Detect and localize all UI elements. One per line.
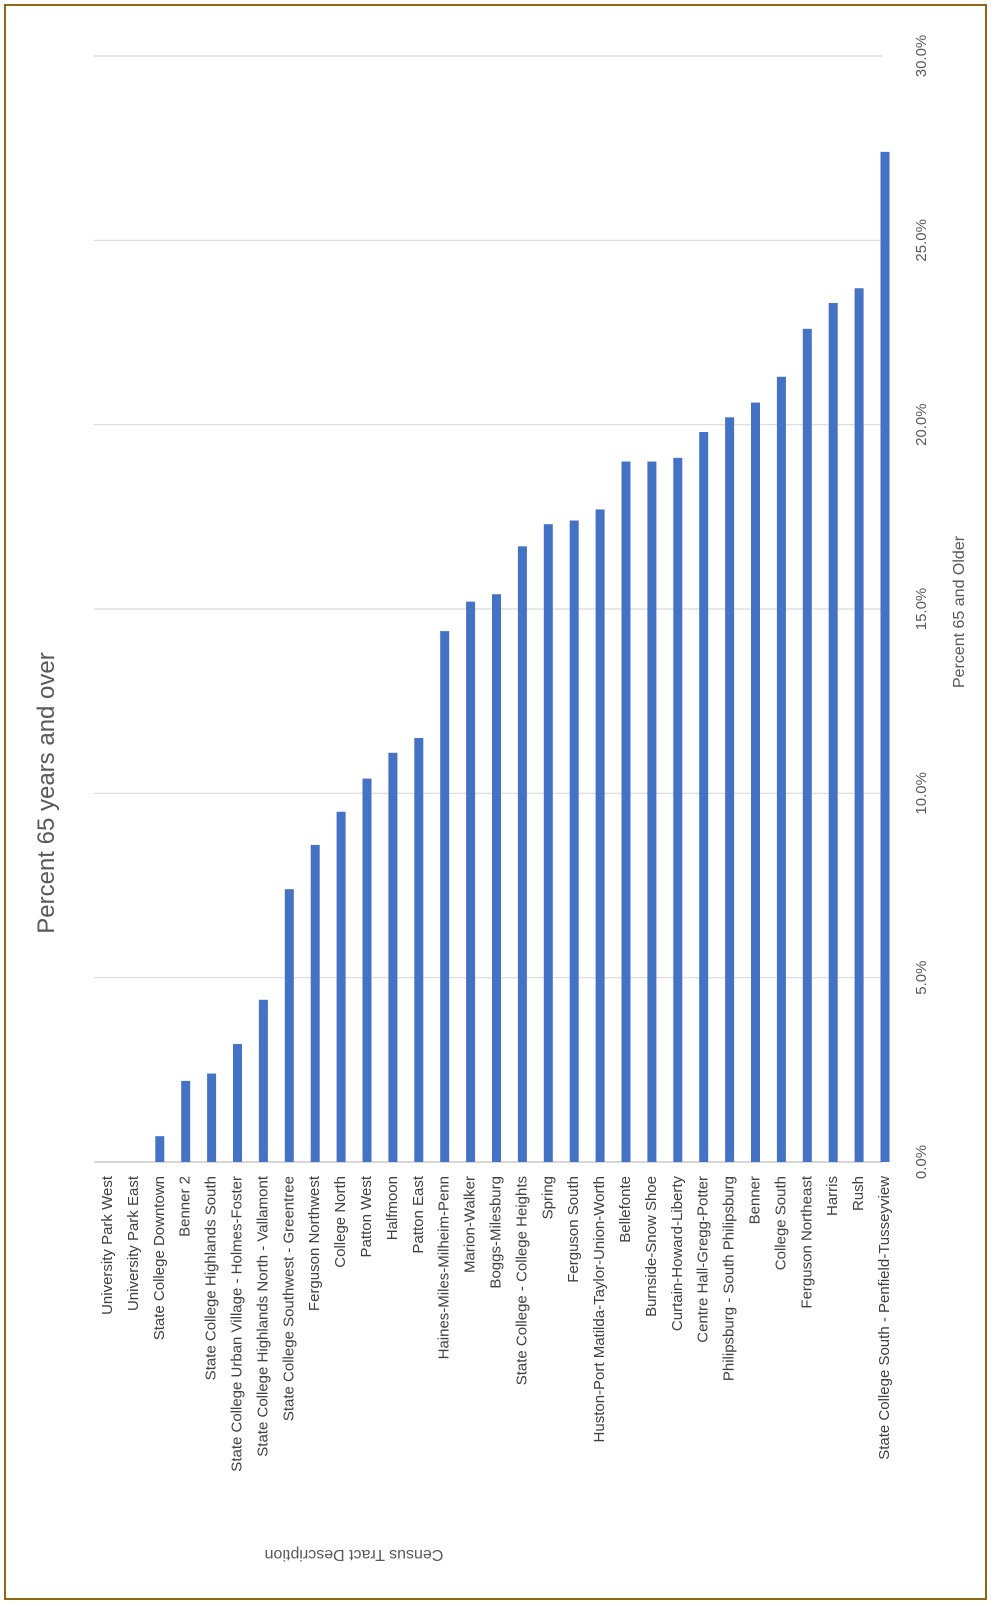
bar	[258, 999, 268, 1162]
bar	[699, 432, 709, 1162]
category-label: Benner 2	[177, 1176, 194, 1237]
value-tick-label: 20.0%	[913, 403, 930, 446]
value-tick-label: 10.0%	[913, 772, 930, 815]
bar	[543, 524, 553, 1162]
category-label: Marion-Walker	[462, 1176, 479, 1273]
gridlines	[94, 55, 882, 1163]
category-label: Ferguson Northwest	[306, 1175, 323, 1311]
category-label: State College Highlands South	[203, 1176, 220, 1380]
bar	[880, 151, 890, 1162]
category-label: Patton West	[358, 1175, 375, 1257]
bar	[466, 601, 476, 1162]
category-label: Centre Hall-Gregg-Potter	[695, 1176, 712, 1343]
bar	[828, 303, 838, 1162]
bar	[310, 844, 320, 1162]
bar	[569, 520, 579, 1162]
bar	[284, 889, 294, 1162]
value-tick-label: 15.0%	[913, 588, 930, 631]
category-label: Rush	[850, 1176, 867, 1211]
bar	[388, 752, 398, 1162]
bar	[440, 631, 450, 1162]
bar	[336, 811, 346, 1162]
category-label: University Park East	[125, 1175, 142, 1311]
category-label: Harris	[824, 1176, 841, 1216]
bar	[647, 461, 657, 1162]
category-labels: University Park West University Park East…	[99, 1175, 893, 1472]
category-label: Philipsburg - South Philipsburg	[721, 1176, 738, 1381]
category-label: Huston-Port Matilda-Taylor-Union-Worth	[591, 1176, 608, 1442]
bar	[673, 457, 683, 1162]
value-axis-title: Percent 65 and Older	[951, 535, 968, 688]
bar	[776, 376, 786, 1162]
bars	[155, 151, 890, 1163]
bar	[802, 328, 812, 1162]
category-label: State College Urban Village - Holmes-Fos…	[228, 1176, 245, 1472]
bar	[155, 1136, 165, 1162]
category-label: State College - College Heights	[513, 1176, 530, 1385]
bar	[181, 1080, 191, 1162]
bar	[725, 417, 735, 1162]
value-tick-label: 25.0%	[913, 219, 930, 262]
bar	[854, 288, 864, 1162]
category-label: Curtain-Howard-Liberty	[669, 1176, 686, 1332]
bar	[751, 402, 760, 1163]
bar	[492, 594, 501, 1162]
category-label: State College South - Penfield-Tusseyvie…	[876, 1176, 893, 1460]
category-label: Spring	[539, 1176, 556, 1219]
bar	[207, 1073, 217, 1162]
value-tick-labels: 0.0% 5.0% 10.0% 15.0% 20.0% 25.0% 30.0%	[913, 35, 930, 1179]
category-label: Burnside-Snow Shoe	[643, 1176, 660, 1317]
category-label: State College Downtown	[151, 1176, 168, 1340]
category-label: College North	[332, 1176, 349, 1268]
value-tick-label: 5.0%	[913, 961, 930, 995]
category-label: Haines-Miles-Milheim-Penn	[436, 1176, 453, 1359]
value-tick-label: 30.0%	[913, 35, 930, 78]
bar	[621, 461, 631, 1162]
category-label: College South	[772, 1176, 789, 1270]
category-axis-title: Census Tract Description	[265, 1546, 444, 1563]
bar	[595, 509, 605, 1163]
bar	[233, 1044, 242, 1162]
category-label: Ferguson Northeast	[798, 1175, 815, 1308]
chart-title: Percent 65 years and over	[33, 652, 60, 934]
value-tick-label: 0.0%	[913, 1145, 930, 1179]
category-label: Bellefonte	[617, 1176, 634, 1243]
bar	[517, 546, 527, 1162]
category-label: State College Southwest - Greentree	[280, 1176, 297, 1421]
category-label: Patton East	[410, 1175, 427, 1253]
category-label: Benner	[746, 1176, 763, 1224]
category-label: University Park West	[99, 1175, 116, 1315]
bar	[362, 778, 372, 1162]
category-label: Boggs-Milesburg	[487, 1176, 504, 1289]
category-label: Ferguson South	[565, 1176, 582, 1283]
category-label: State College Highlands North - Vallamon…	[254, 1175, 271, 1457]
bar	[414, 738, 424, 1162]
category-label: Halfmoon	[384, 1176, 401, 1240]
